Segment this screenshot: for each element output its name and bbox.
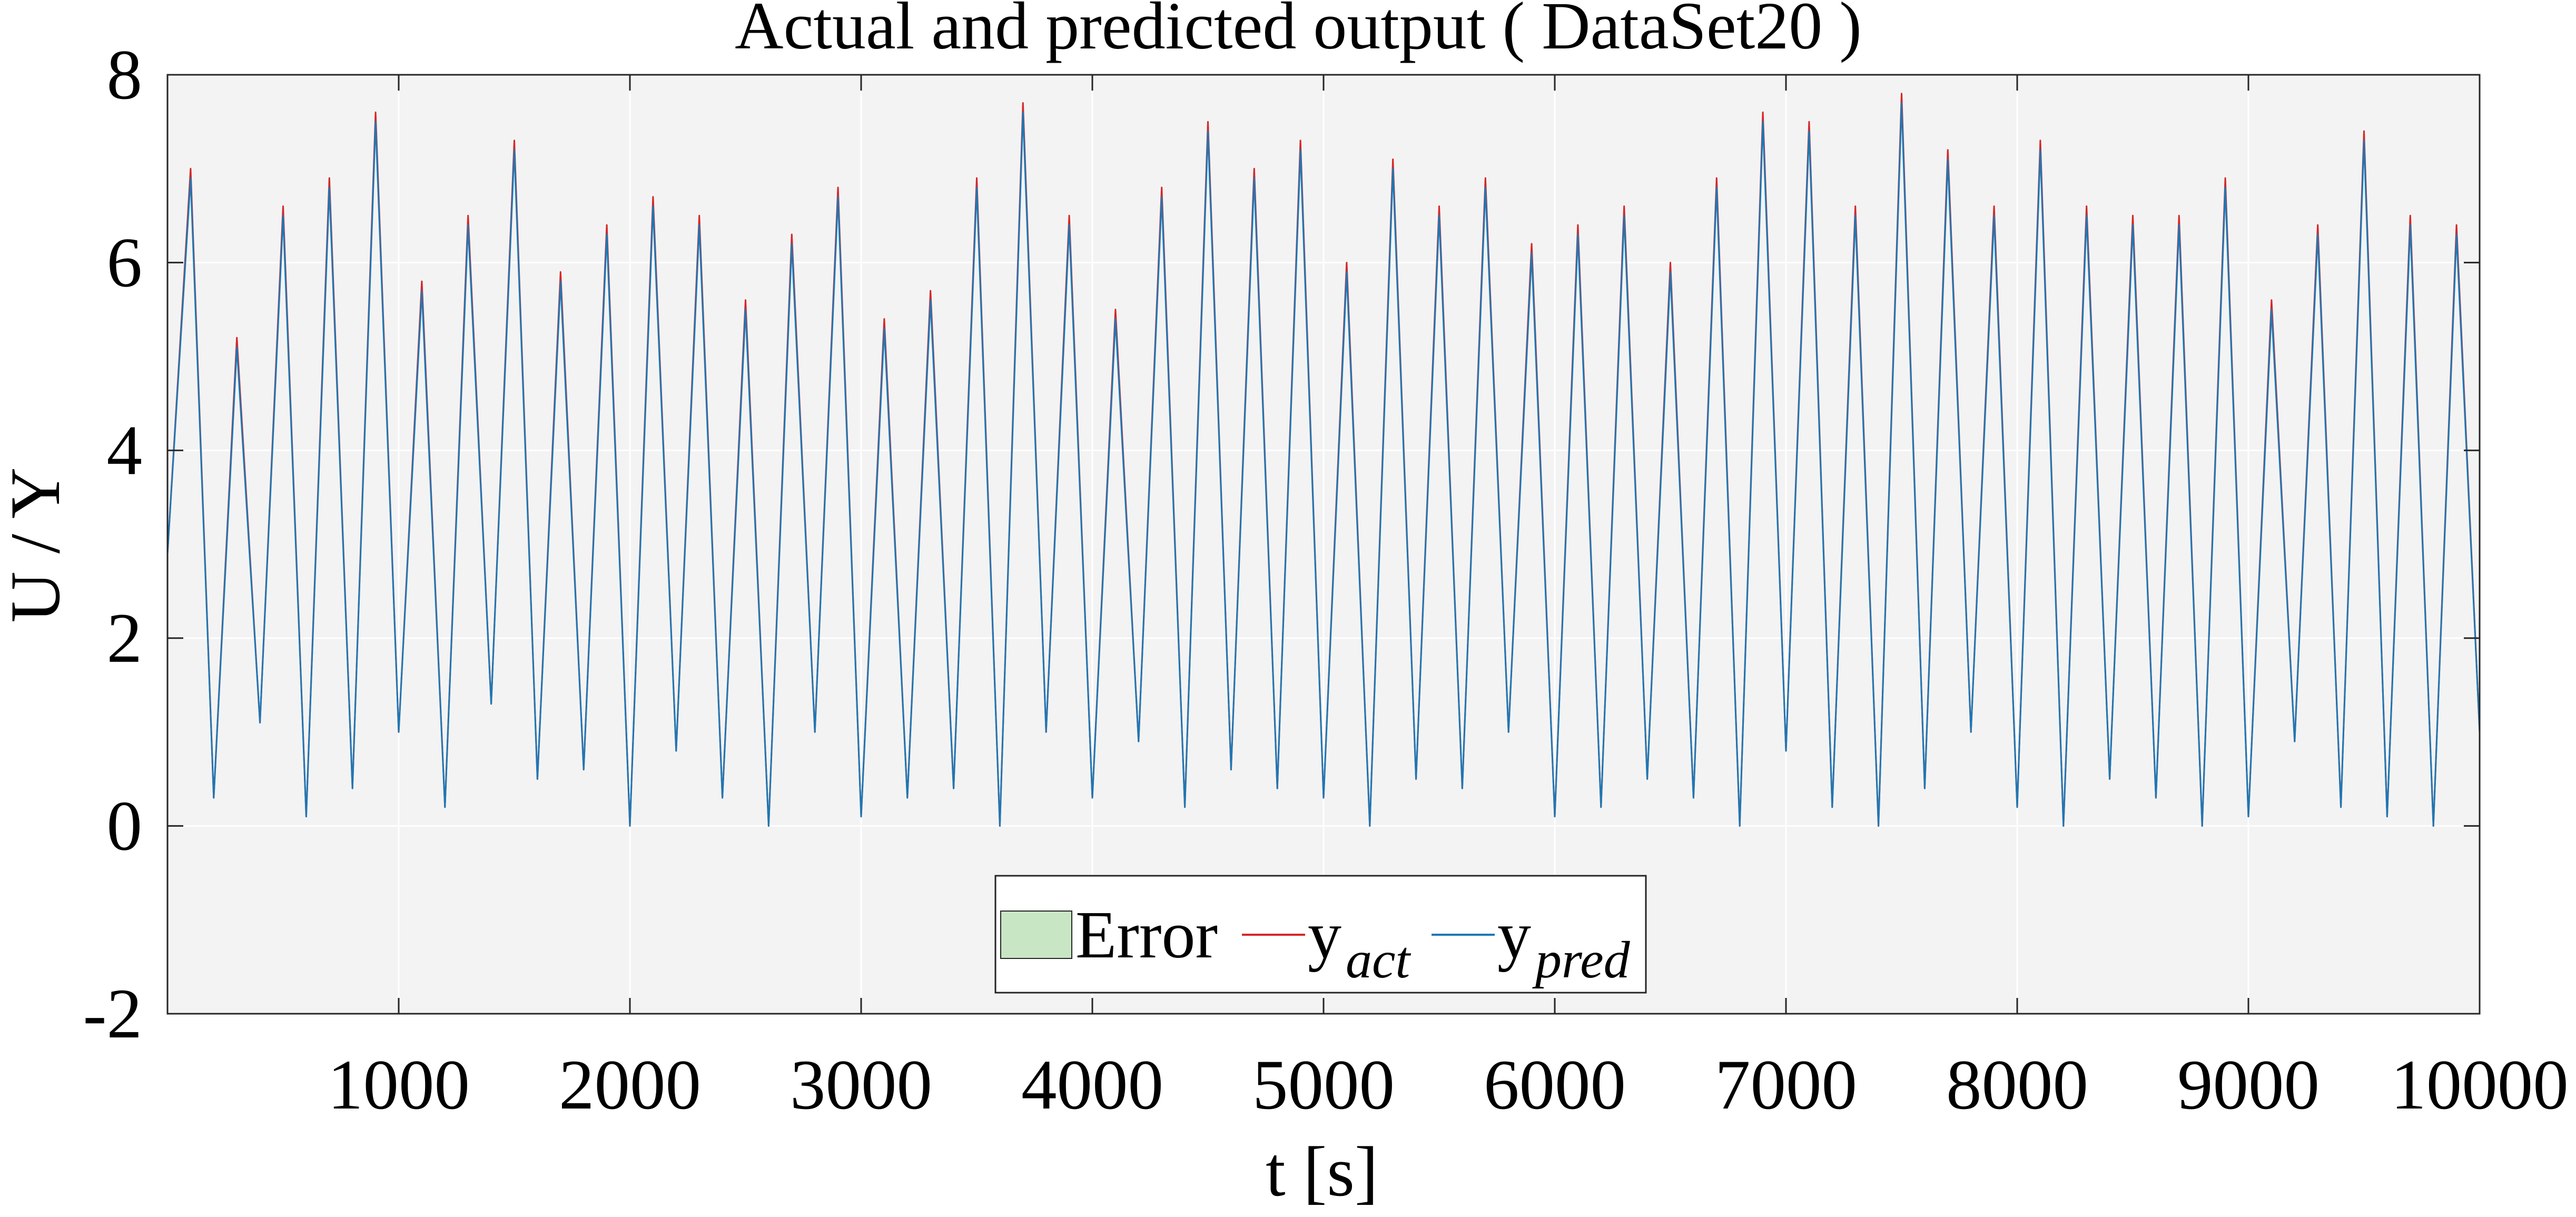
x-tick-label: 3000 [790, 1046, 932, 1124]
x-tick-label: 4000 [1021, 1046, 1163, 1124]
y-axis-label: U / Y [0, 468, 75, 623]
series-line-y-pred [166, 102, 2481, 827]
y-tick-label: 8 [107, 36, 143, 114]
legend-pred-subscript: pred [1532, 931, 1631, 989]
legend-error-label: Error [1075, 897, 1218, 972]
legend-box [994, 875, 1647, 994]
y-tick-label: 4 [107, 411, 143, 490]
legend: Error yact ypred [994, 875, 1647, 994]
x-tick-label: 7000 [1715, 1046, 1857, 1124]
y-tick-label: 0 [107, 787, 143, 865]
x-tick-label: 6000 [1484, 1046, 1626, 1124]
x-tick-label: 10000 [2391, 1046, 2569, 1124]
ticks: 1000 2000 3000 4000 5000 6000 7000 8000 9000 1000… [83, 36, 2569, 1124]
x-tick-label: 2000 [559, 1046, 701, 1124]
legend-act-label: yact [1308, 897, 1411, 989]
y-tick-label: 6 [107, 224, 143, 302]
x-tick-label: 1000 [328, 1046, 470, 1124]
y-tick-label: -2 [83, 975, 142, 1053]
legend-pred-label: ypred [1497, 897, 1631, 989]
x-tick-label: 5000 [1252, 1046, 1395, 1124]
y-tick-label: 2 [107, 599, 143, 678]
x-tick-label: 8000 [1946, 1046, 2088, 1124]
x-tick-label: 9000 [2177, 1046, 2320, 1124]
x-axis-label: t [s] [1266, 1133, 1378, 1211]
chart-title: Actual and predicted output ( DataSet20 … [735, 0, 1862, 63]
legend-act-subscript: act [1346, 931, 1411, 989]
series-layer [166, 93, 2481, 827]
legend-error-swatch [1000, 911, 1072, 959]
